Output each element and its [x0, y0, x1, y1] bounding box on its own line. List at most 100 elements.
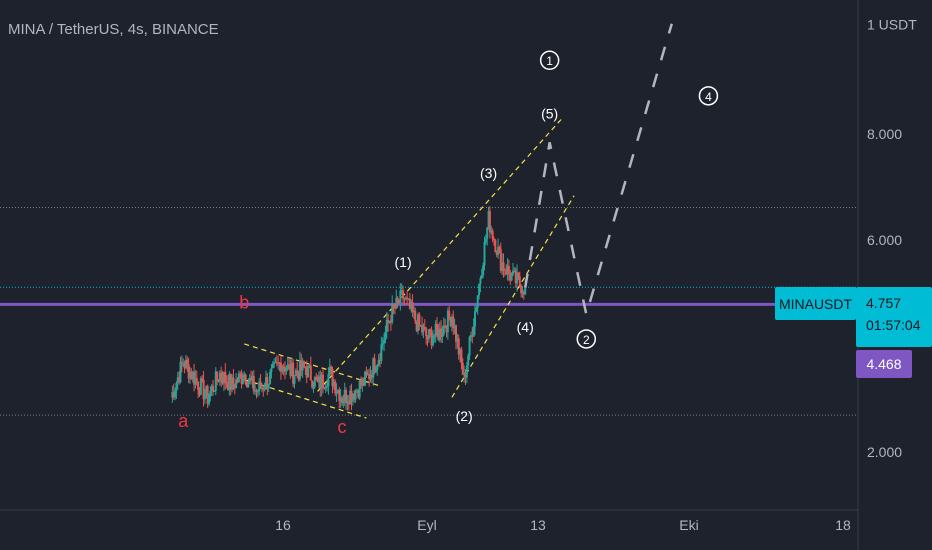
candle-body [388, 320, 391, 323]
candle-body [355, 390, 358, 392]
candle-body [194, 378, 197, 385]
candle-body [307, 365, 310, 378]
wave-label: c [338, 417, 347, 437]
candle-body [441, 334, 444, 337]
candle-body [353, 394, 356, 400]
candle-body [213, 390, 216, 392]
candle-body [288, 364, 291, 366]
candle-body [345, 389, 348, 403]
candle-body [183, 363, 186, 369]
candle-body [270, 368, 273, 373]
candle-body [319, 376, 322, 389]
candle-body [393, 306, 396, 309]
candle-body [501, 262, 504, 271]
horizontal-levels [0, 207, 858, 416]
candle-body [275, 362, 278, 364]
wave-label: (3) [480, 165, 497, 181]
candle-body [450, 316, 453, 326]
candle-body [197, 381, 200, 391]
y-tick-label: 6.000 [867, 232, 902, 248]
candle-body [506, 265, 509, 275]
candle-body [227, 383, 229, 391]
candle-body [312, 386, 315, 388]
candle-body [308, 365, 311, 367]
candle-body [303, 361, 305, 367]
candle-body [278, 362, 281, 364]
candle-body [433, 335, 436, 339]
candle-body [216, 371, 219, 381]
candle-body [294, 370, 297, 376]
candle-body [472, 326, 475, 337]
candle-body [490, 230, 493, 233]
candle-body [193, 372, 196, 385]
wave-label: (2) [456, 408, 473, 424]
candle-body [265, 377, 267, 389]
candle-body [349, 390, 352, 405]
candle-body [499, 249, 502, 271]
candle-body [368, 374, 371, 380]
candle-body [326, 386, 329, 388]
candle-body [290, 362, 293, 376]
candle-body [385, 319, 388, 332]
candle-body [469, 335, 472, 338]
candle-body [256, 391, 259, 393]
candle-body [243, 374, 246, 381]
candle-body [334, 381, 337, 394]
candle-body [338, 389, 341, 402]
candle-body [461, 362, 464, 375]
wave-label: 4 [705, 90, 712, 104]
candle-body [448, 310, 451, 318]
candle-body [389, 320, 392, 323]
candle-body [423, 326, 426, 329]
candle-body [422, 326, 425, 333]
candle-body [410, 302, 413, 309]
candle-body [442, 325, 445, 335]
chart-title: MINA / TetherUS, 4s, BINANCE [8, 21, 219, 38]
projection-line [523, 23, 673, 315]
candle-body [380, 344, 383, 361]
candle-body [315, 377, 318, 380]
candle-body [330, 366, 333, 370]
candle-body [335, 391, 338, 394]
candle-body [279, 362, 282, 372]
candle-body [476, 295, 479, 308]
wave-label: 2 [583, 333, 590, 347]
wave-labels: a b c (1) (2) (3) (4) (5) 1 2 4 [178, 50, 719, 437]
candle-body [350, 390, 353, 402]
candle-body [339, 397, 342, 402]
candle-body [444, 325, 447, 329]
candle-body [271, 363, 274, 369]
candle-body [300, 360, 303, 371]
candle-body [503, 269, 506, 271]
candle-body [415, 321, 418, 332]
candle-body [376, 364, 379, 371]
candle-body [354, 390, 357, 400]
candle-body [419, 324, 422, 326]
candle-body [404, 297, 407, 300]
x-tick-label: 18 [835, 517, 851, 533]
candle-body [179, 361, 182, 383]
candle-body [293, 375, 296, 384]
candle-body [305, 368, 308, 378]
candle-body [514, 270, 517, 284]
candle-body [377, 359, 380, 365]
candle-body [498, 246, 501, 250]
candle-body [411, 302, 414, 313]
bar-countdown: 01:57:04 [866, 317, 921, 333]
candle-body [483, 242, 486, 266]
candle-body [434, 323, 437, 336]
wave-label: (5) [541, 106, 558, 122]
candle-body [297, 372, 300, 380]
candle-body [406, 297, 409, 299]
candle-body [493, 239, 495, 241]
candle-body [316, 379, 319, 383]
candle-body [460, 349, 463, 363]
candle-body [231, 377, 234, 390]
candle-body [282, 366, 285, 368]
candle-body [336, 389, 339, 392]
candle-body [284, 367, 286, 372]
candle-body [471, 335, 474, 337]
candle-body [400, 290, 403, 292]
candle-body [189, 371, 191, 379]
